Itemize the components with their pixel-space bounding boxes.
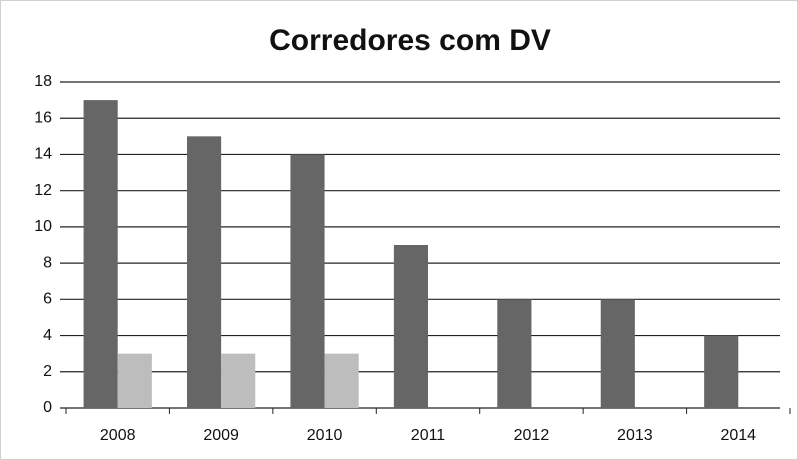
bar — [600, 299, 635, 408]
y-tick-label: 2 — [43, 363, 52, 380]
bar — [497, 299, 532, 408]
bar — [393, 245, 428, 408]
x-tick-label: 2009 — [203, 427, 239, 444]
chart-title: Corredores com DV — [269, 24, 551, 57]
bar — [290, 154, 325, 408]
y-tick-label: 14 — [34, 146, 52, 163]
x-tick-label: 2014 — [720, 427, 756, 444]
bar — [221, 353, 256, 408]
x-tick-label: 2010 — [307, 427, 343, 444]
y-tick-label: 4 — [43, 327, 52, 344]
y-tick-label: 8 — [43, 254, 52, 271]
bar — [187, 136, 222, 409]
y-tick-label: 6 — [43, 291, 52, 308]
bar — [324, 353, 359, 408]
y-tick-label: 18 — [34, 73, 52, 90]
y-tick-label: 0 — [43, 399, 52, 416]
y-tick-label: 16 — [34, 109, 52, 126]
x-tick-label: 2008 — [100, 427, 136, 444]
y-tick-label: 10 — [34, 218, 52, 235]
bar — [704, 335, 739, 408]
bar — [83, 100, 118, 408]
bar — [117, 353, 152, 408]
x-tick-label: 2011 — [411, 427, 446, 444]
x-tick-label: 2013 — [617, 427, 653, 444]
y-tick-label: 12 — [34, 182, 52, 199]
x-tick-label: 2012 — [514, 427, 550, 444]
